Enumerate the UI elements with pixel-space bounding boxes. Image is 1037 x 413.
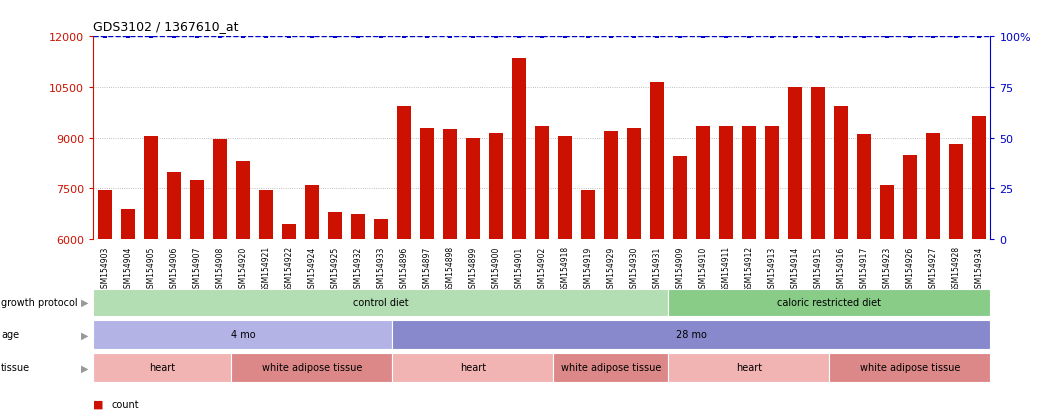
Bar [668,353,830,382]
Bar [93,353,231,382]
Text: growth protocol: growth protocol [1,297,78,308]
Bar [466,138,480,413]
Bar [259,191,273,413]
Text: age: age [1,330,19,339]
Bar [512,59,526,413]
Bar [374,219,388,413]
Bar [554,353,668,382]
Bar [167,172,180,413]
Bar [830,353,990,382]
Bar [190,180,203,413]
Bar [949,145,962,413]
Bar [673,157,686,413]
Bar [93,320,392,349]
Bar [926,133,940,413]
Bar [719,126,733,413]
Text: ▶: ▶ [81,297,88,308]
Text: heart: heart [736,363,762,373]
Bar [535,126,549,413]
Bar [213,140,227,413]
Text: heart: heart [149,363,175,373]
Text: 28 mo: 28 mo [676,330,707,339]
Bar [581,191,595,413]
Text: ▶: ▶ [81,330,88,339]
Bar [231,353,392,382]
Bar [558,137,571,413]
Bar [351,214,365,413]
Bar [144,137,158,413]
Bar [788,88,802,413]
Bar [397,106,411,413]
Bar [972,116,986,413]
Bar [741,126,756,413]
Bar [93,289,668,316]
Text: GDS3102 / 1367610_at: GDS3102 / 1367610_at [93,20,239,33]
Text: 4 mo: 4 mo [230,330,255,339]
Bar [443,130,456,413]
Bar [811,88,824,413]
Bar [236,162,250,413]
Bar [97,191,112,413]
Bar [305,185,318,413]
Bar [696,126,709,413]
Bar [857,135,871,413]
Bar [834,106,847,413]
Text: ■: ■ [93,399,104,409]
Bar [903,155,917,413]
Text: white adipose tissue: white adipose tissue [561,363,661,373]
Text: caloric restricted diet: caloric restricted diet [778,297,881,308]
Bar [668,289,990,316]
Text: control diet: control diet [353,297,409,308]
Text: count: count [112,399,140,409]
Bar [488,133,503,413]
Bar [604,132,618,413]
Bar [627,128,641,413]
Bar [765,126,779,413]
Text: white adipose tissue: white adipose tissue [860,363,960,373]
Bar [420,128,433,413]
Bar [121,209,135,413]
Text: tissue: tissue [1,363,30,373]
Bar [880,185,894,413]
Bar [328,213,342,413]
Bar [392,353,554,382]
Text: ▶: ▶ [81,363,88,373]
Bar [392,320,990,349]
Text: heart: heart [459,363,486,373]
Bar [650,83,664,413]
Bar [282,224,296,413]
Text: white adipose tissue: white adipose tissue [261,363,362,373]
